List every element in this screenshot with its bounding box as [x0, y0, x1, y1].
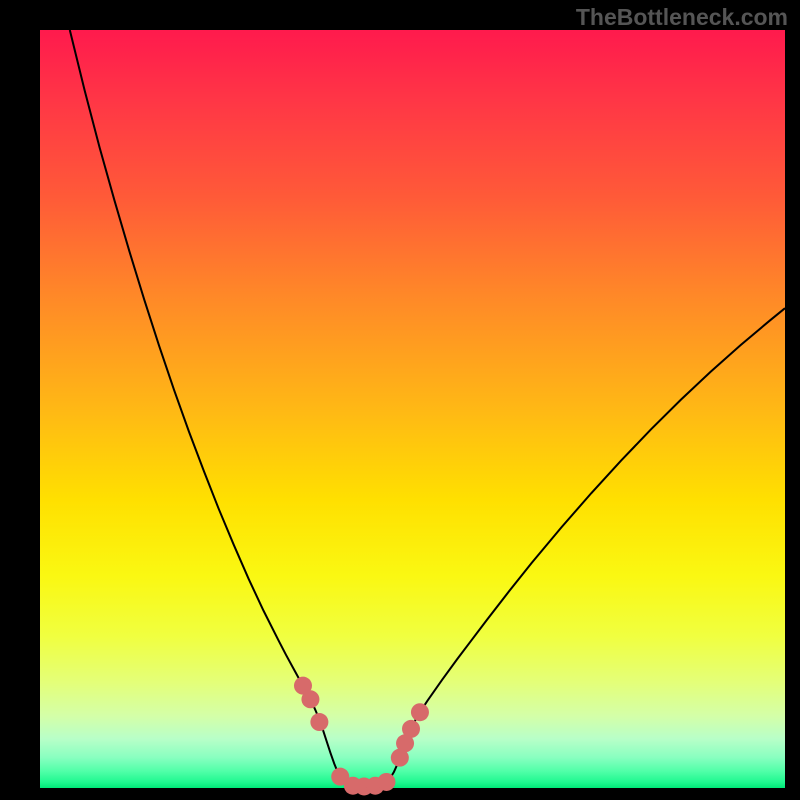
marker-group [294, 677, 429, 796]
curve-marker [411, 703, 429, 721]
curve-marker [301, 690, 319, 708]
chart-svg-overlay [40, 30, 785, 788]
watermark-text: TheBottleneck.com [576, 4, 788, 31]
chart-plot-area [40, 30, 785, 788]
curve-marker [310, 713, 328, 731]
bottleneck-curve [70, 30, 785, 786]
curve-marker [402, 720, 420, 738]
curve-marker [377, 773, 395, 791]
